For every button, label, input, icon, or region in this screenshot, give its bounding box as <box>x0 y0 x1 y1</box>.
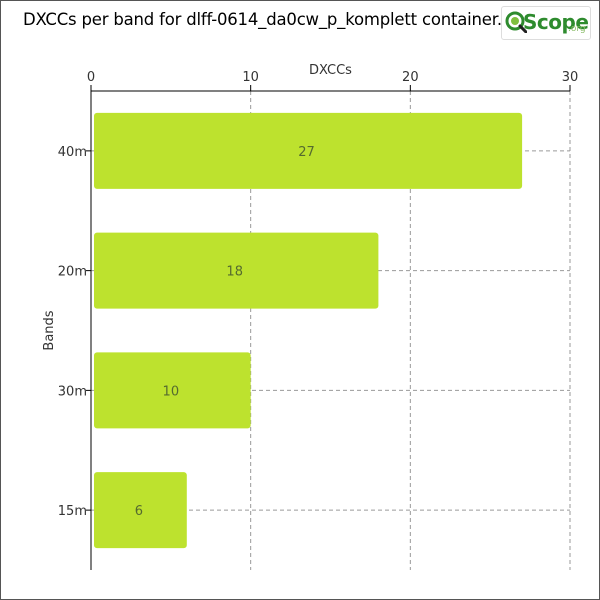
qscope-logo: Scope .org <box>501 6 591 40</box>
bar-30m[interactable] <box>94 352 251 429</box>
data-label-30m: 10 <box>163 384 180 399</box>
bar-40m[interactable] <box>94 112 523 189</box>
data-label-20m: 18 <box>226 265 243 280</box>
y-tick-label-30m: 30m <box>58 384 87 399</box>
x-tick-label: 10 <box>242 70 259 85</box>
bar-20m[interactable] <box>94 232 379 309</box>
bar-15m[interactable] <box>94 472 187 549</box>
x-tick-label: 20 <box>402 70 419 85</box>
x-tick-label: 30 <box>562 70 579 85</box>
y-axis-title: Bands <box>42 310 57 350</box>
logo-suffix: .org <box>568 24 586 34</box>
x-tick-label: 0 <box>87 70 95 85</box>
data-label-40m: 27 <box>298 145 315 160</box>
chart-title: DXCCs per band for dlff-0614_da0cw_p_kom… <box>23 10 502 29</box>
x-axis-title: DXCCs <box>309 63 352 78</box>
logo-wordmark: Scope <box>523 10 589 34</box>
y-tick-label-15m: 15m <box>58 504 87 519</box>
magnifier-q-icon <box>505 11 527 33</box>
data-label-15m: 6 <box>135 504 143 519</box>
y-tick-label-20m: 20m <box>58 265 87 280</box>
y-tick-label-40m: 40m <box>58 145 87 160</box>
